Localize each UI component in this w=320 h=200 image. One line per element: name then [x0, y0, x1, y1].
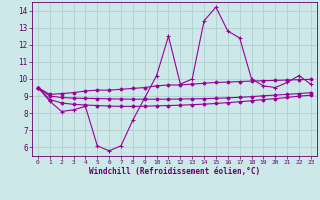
X-axis label: Windchill (Refroidissement éolien,°C): Windchill (Refroidissement éolien,°C)	[89, 167, 260, 176]
